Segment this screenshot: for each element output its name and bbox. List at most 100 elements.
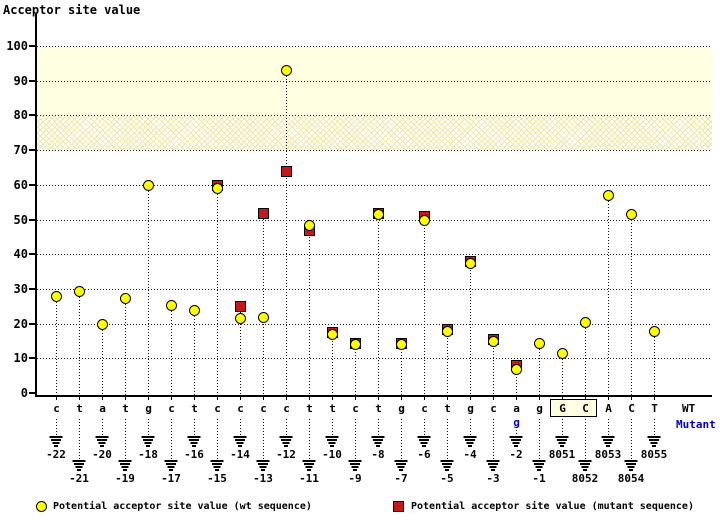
ground-bar: [422, 445, 426, 447]
wt-point--11: [304, 220, 315, 231]
base-stem--8: [378, 419, 379, 436]
ground-bar: [512, 442, 520, 444]
stem--19: [125, 298, 126, 395]
position-label--7: -7: [394, 472, 408, 485]
ground-bar: [535, 466, 543, 468]
ground-symbol--16: [187, 436, 201, 447]
ground-bar: [259, 466, 267, 468]
ground-bar: [583, 469, 587, 471]
ground-bar: [396, 463, 406, 465]
ground-bar: [443, 466, 451, 468]
ground-bar: [328, 442, 336, 444]
position-label--13: -13: [253, 472, 273, 485]
ground-bar: [304, 463, 314, 465]
position-label-8053: 8053: [594, 448, 622, 461]
ground-bar: [279, 436, 293, 438]
ground-bar: [169, 469, 173, 471]
ground-bar: [213, 466, 221, 468]
ground-symbol--14: [233, 436, 247, 447]
base-stem--19: [125, 419, 126, 460]
ground-symbol-8051: [555, 436, 569, 447]
base-8053: A: [605, 402, 612, 415]
ground-bar: [146, 445, 150, 447]
wt-point--16: [189, 305, 200, 316]
ground-symbol-8052: [578, 460, 592, 471]
position-label--3: -3: [486, 472, 500, 485]
wt-point--13: [258, 312, 269, 323]
ground-bar: [652, 445, 656, 447]
ground-bar: [95, 436, 109, 438]
stem--3: [493, 339, 494, 395]
ground-bar: [215, 469, 219, 471]
base-stem--14: [240, 419, 241, 436]
base--4: g: [467, 402, 474, 415]
base--13: c: [260, 402, 267, 415]
mutant-row-label: Mutant: [676, 418, 716, 431]
stem--17: [171, 305, 172, 395]
gridline-100: [37, 46, 712, 47]
x-tick--6: [424, 397, 425, 400]
legend-mutant-square-icon: [393, 501, 404, 512]
wt-point--15: [212, 183, 223, 194]
base-stem-8054: [631, 419, 632, 460]
base-stem-8055: [654, 419, 655, 436]
ground-symbol--17: [164, 460, 178, 471]
x-tick-8053: [608, 397, 609, 400]
ground-bar: [626, 463, 636, 465]
ground-bar: [397, 466, 405, 468]
ground-bar: [486, 460, 500, 462]
base--22: c: [53, 402, 60, 415]
base--6: c: [421, 402, 428, 415]
ground-bar: [629, 469, 633, 471]
position-label--12: -12: [276, 448, 296, 461]
ground-bar: [376, 445, 380, 447]
ground-bar: [440, 460, 454, 462]
ground-symbol--5: [440, 460, 454, 471]
ground-bar: [624, 460, 638, 462]
x-tick--15: [217, 397, 218, 400]
position-label--19: -19: [115, 472, 135, 485]
stem-8055: [654, 331, 655, 395]
gridline-30: [37, 289, 712, 290]
stem--5: [447, 329, 448, 395]
base-stem--4: [470, 419, 471, 436]
wt-point-8055: [649, 326, 660, 337]
stem--11: [309, 225, 310, 395]
base-stem--15: [217, 419, 218, 460]
ground-bar: [72, 460, 86, 462]
mutant-point--13: [258, 208, 269, 219]
ground-bar: [77, 469, 81, 471]
ground-symbol--7: [394, 460, 408, 471]
ground-bar: [51, 439, 61, 441]
x-tick-8054: [631, 397, 632, 400]
x-axis-line: [35, 395, 712, 397]
ground-bar: [650, 442, 658, 444]
stem--14: [240, 306, 241, 395]
ground-bar: [143, 439, 153, 441]
x-tick--21: [79, 397, 80, 400]
ground-bar: [534, 463, 544, 465]
stem--9: [355, 343, 356, 395]
base-stem--7: [401, 419, 402, 460]
gridline-70: [37, 150, 712, 151]
ground-bar: [603, 439, 613, 441]
y-tick-label-40: 40: [13, 247, 28, 261]
base--11: t: [306, 402, 313, 415]
base-stem--13: [263, 419, 264, 460]
ground-symbol--3: [486, 460, 500, 471]
ground-bar: [52, 442, 60, 444]
ground-bar: [100, 445, 104, 447]
ground-bar: [192, 445, 196, 447]
ground-bar: [190, 442, 198, 444]
ground-bar: [647, 436, 661, 438]
ground-bar: [258, 463, 268, 465]
x-tick--20: [102, 397, 103, 400]
wt-point--10: [327, 329, 338, 340]
wt-point--5: [442, 326, 453, 337]
ground-symbol--6: [417, 436, 431, 447]
wt-point--12: [281, 65, 292, 76]
ground-bar: [49, 436, 63, 438]
position-label--5: -5: [440, 472, 454, 485]
base-stem--10: [332, 419, 333, 436]
base--8: t: [375, 402, 382, 415]
